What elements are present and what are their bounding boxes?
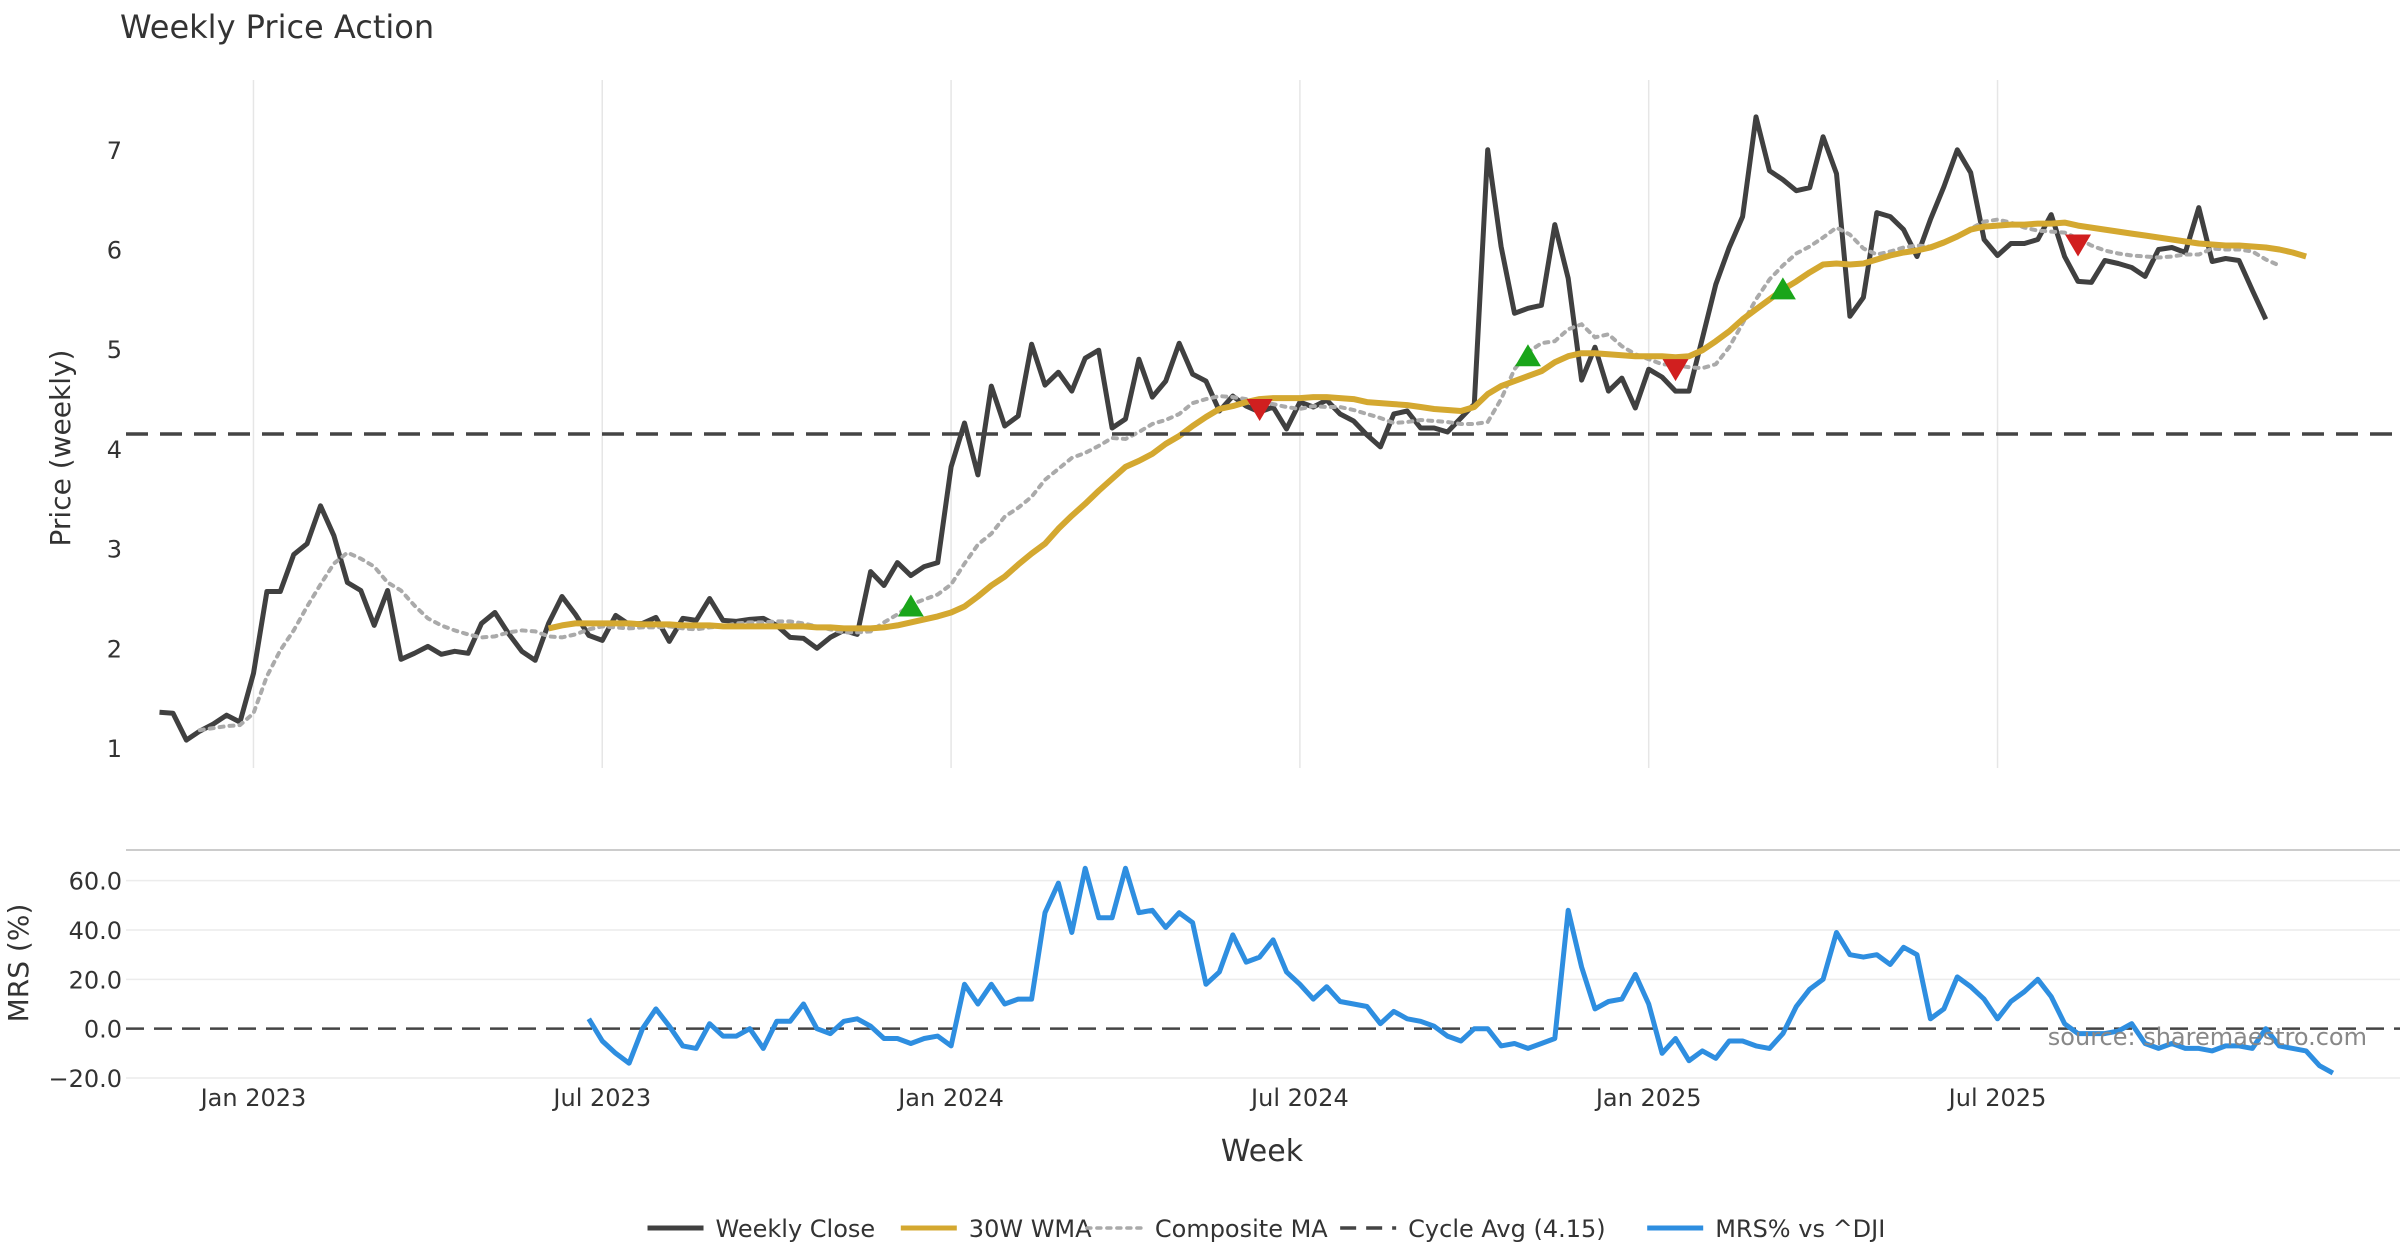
- price-y-tick-label: 6: [107, 237, 122, 265]
- chart-title: Weekly Price Action: [120, 8, 434, 46]
- mrs-panel: 60.0 40.0 20.0 0.0 −20.0 MRS (%) source: sha…: [2, 849, 2400, 1169]
- mrs-y-tick-label: 60.0: [69, 868, 122, 896]
- legend-item: Composite MA: [1085, 1215, 1328, 1243]
- legend-label: Cycle Avg (4.15): [1408, 1215, 1605, 1243]
- mrs-series: [586, 865, 2335, 1076]
- legend: Weekly Close 30W WMA Composite MA Cycle Avg…: [647, 1215, 1885, 1243]
- price-panel: 1 2 3 4 5 6 7 Price (weekly): [44, 80, 2400, 768]
- x-tick-label: Jan 2024: [896, 1084, 1004, 1112]
- price-y-ticks: 1 2 3 4 5 6 7: [107, 137, 122, 763]
- price-y-tick-label: 7: [107, 137, 122, 165]
- price-y-tick-label: 3: [107, 536, 122, 564]
- source-watermark: source: sharemaestro.com: [2048, 1023, 2367, 1051]
- composite-ma-line: [197, 217, 2282, 733]
- mrs-line: [586, 865, 2335, 1076]
- price-y-tick-label: 1: [107, 735, 122, 763]
- legend-label: Weekly Close: [716, 1215, 876, 1243]
- x-tick-label: Jul 2025: [1947, 1084, 2047, 1112]
- wma-30w-line: [547, 219, 2307, 632]
- legend-item: MRS% vs ^DJI: [1647, 1215, 1885, 1243]
- legend-label: 30W WMA: [969, 1215, 1092, 1243]
- mrs-y-tick-label: −20.0: [48, 1065, 122, 1093]
- weekly-close-line: [159, 114, 2269, 743]
- x-tick-labels: Jan 2023 Jul 2023 Jan 2024 Jul 2024 Jan 2025…: [199, 1084, 2047, 1112]
- price-y-tick-label: 4: [107, 436, 122, 464]
- mrs-gridlines: [126, 879, 2400, 1079]
- sell-signal-marker: [1662, 359, 1689, 382]
- buy-signal-marker: [1769, 277, 1796, 300]
- x-tick-label: Jan 2025: [1594, 1084, 1702, 1112]
- price-gridlines: [252, 80, 1999, 768]
- legend-item: Weekly Close: [647, 1215, 876, 1243]
- x-tick-label: Jul 2024: [1249, 1084, 1349, 1112]
- sell-signal-marker: [1246, 399, 1273, 422]
- mrs-y-axis-label: MRS (%): [2, 904, 35, 1023]
- price-y-axis-label: Price (weekly): [44, 350, 77, 547]
- price-y-tick-label: 2: [107, 635, 122, 663]
- price-y-tick-label: 5: [107, 336, 122, 364]
- buy-signal-marker: [1514, 344, 1541, 367]
- legend-item: Cycle Avg (4.15): [1340, 1215, 1606, 1243]
- signal-markers: [897, 234, 2092, 617]
- legend-label: Composite MA: [1155, 1215, 1328, 1243]
- legend-label: MRS% vs ^DJI: [1715, 1215, 1885, 1243]
- x-tick-label: Jul 2023: [551, 1084, 651, 1112]
- mrs-y-tick-label: 20.0: [69, 966, 122, 994]
- mrs-y-tick-label: 40.0: [69, 917, 122, 945]
- buy-signal-marker: [897, 594, 924, 617]
- sell-signal-marker: [2065, 234, 2092, 257]
- x-tick-label: Jan 2023: [199, 1084, 307, 1112]
- x-axis-label: Week: [1221, 1134, 1304, 1169]
- mrs-y-ticks: 60.0 40.0 20.0 0.0 −20.0: [48, 868, 122, 1093]
- legend-item: 30W WMA: [900, 1215, 1092, 1243]
- price-series: [126, 114, 2400, 743]
- mrs-y-tick-label: 0.0: [84, 1016, 122, 1044]
